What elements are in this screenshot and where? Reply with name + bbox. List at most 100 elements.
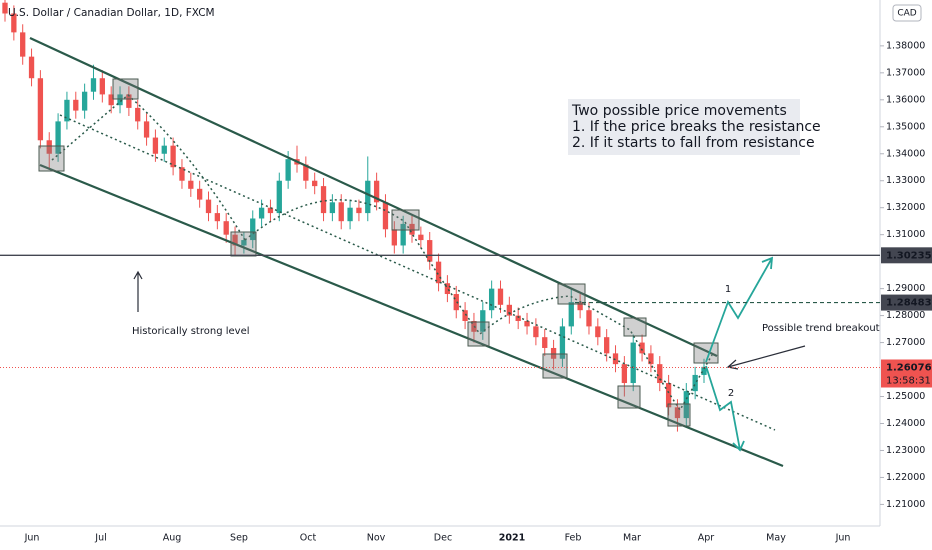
scenario-2-label: 2 [728,388,734,399]
candle-body [232,234,238,246]
pivot-box [467,321,490,347]
y-tick-label: 1.23000 [886,445,925,456]
candle-body [480,310,486,332]
wave-path [51,94,713,412]
pivot-box [667,403,691,427]
y-tick-label: 1.33000 [886,175,925,186]
candle-body [665,383,672,408]
y-tick-label: 1.28000 [886,310,925,321]
mid-line [59,114,776,431]
x-tick-label: Mar [623,533,641,544]
support-label: 1.30235 [886,250,932,261]
candle-body [214,213,221,222]
note-box [568,99,800,155]
candle-body [152,137,159,154]
candle-body [2,2,8,14]
candle-body [135,107,141,122]
chart-title: U.S. Dollar / Canadian Dollar, 1D, FXCM [8,7,215,19]
candle-body [223,221,229,235]
pivot-box [112,78,139,100]
resistance-tag [881,294,932,311]
candle-body [258,207,265,219]
x-tick-label: Feb [565,533,582,544]
candle-body [648,353,654,365]
candle-body [701,366,707,375]
x-tick-label: Oct [300,533,317,544]
candle-body [435,261,442,284]
candle-body [391,229,397,246]
y-tick-label: 1.36000 [886,94,925,105]
y-tick-label: 1.34000 [886,148,925,159]
candle-body [250,218,256,241]
scenario-arrows [705,256,774,452]
last-price-label: 1.26076 [886,362,932,373]
candle-body [683,391,689,419]
candle-body [568,302,574,327]
channel-upper [29,37,718,357]
currency: CAD [897,9,916,19]
candle-body [347,207,353,222]
candle-body [400,223,406,246]
x-tick-label: Nov [367,533,386,544]
candle-body [586,310,592,327]
candle-body [108,94,114,106]
breakout-arrow [726,345,806,370]
candle-body [285,159,291,181]
candle-body [205,199,212,214]
candle-body [143,121,150,138]
x-tick-label: Dec [434,533,452,544]
candles [2,0,707,432]
candle-body [577,302,583,311]
y-tick-label: 1.24000 [886,418,925,429]
candle-body [161,145,167,154]
y-tick-label: 1.25000 [886,391,925,402]
x-tick-label: Sep [230,533,248,544]
y-tick-label: 1.29000 [886,283,925,294]
candle-body [320,186,327,214]
candle-body [303,164,309,181]
candle-body [674,407,681,419]
candle-body [533,326,539,338]
candle-body [73,99,79,111]
x-tick-label: May [766,533,786,544]
y-tick-label: 1.22000 [886,472,925,483]
pivot-box [542,353,568,379]
countdown-label: 13:58:31 [886,375,931,386]
pointer-arrows [133,270,806,370]
candle-body [453,294,459,311]
candle-body [559,326,566,359]
candle-body [356,207,362,214]
candle-body [312,180,318,187]
axes: 1.21000 1.22000 1.23000 1.24000 1.25000 1.270… [24,40,926,543]
candle-body [55,121,61,154]
candle-body [64,99,70,122]
x-tick-label: Aug [163,533,182,544]
note-line: 2. If it starts to fall from resistance [572,135,815,151]
y-tick-label: 1.31000 [886,229,925,240]
x-tick-label: Apr [698,533,715,544]
candle-body [99,78,105,95]
candle-body [515,315,521,321]
candle-body [197,188,203,200]
last-price-tag [881,359,932,388]
candle-body [630,342,636,384]
candle-body [241,240,247,246]
candle-body [20,32,26,57]
candle-body [28,56,35,79]
channel [29,37,784,468]
candle-body [639,342,645,354]
channel-lower [39,163,784,468]
scenario-2-arrow [705,365,745,452]
candle-body [11,13,17,33]
candle-body [365,180,371,214]
breakout-note: Possible trend breakout [762,323,880,334]
x-tick-label: Jun [24,533,40,544]
candle-body [506,304,512,316]
candle-body [418,234,424,241]
candle-body [267,207,274,214]
candle-body [81,91,88,111]
scenario-1-arrow [705,256,774,363]
